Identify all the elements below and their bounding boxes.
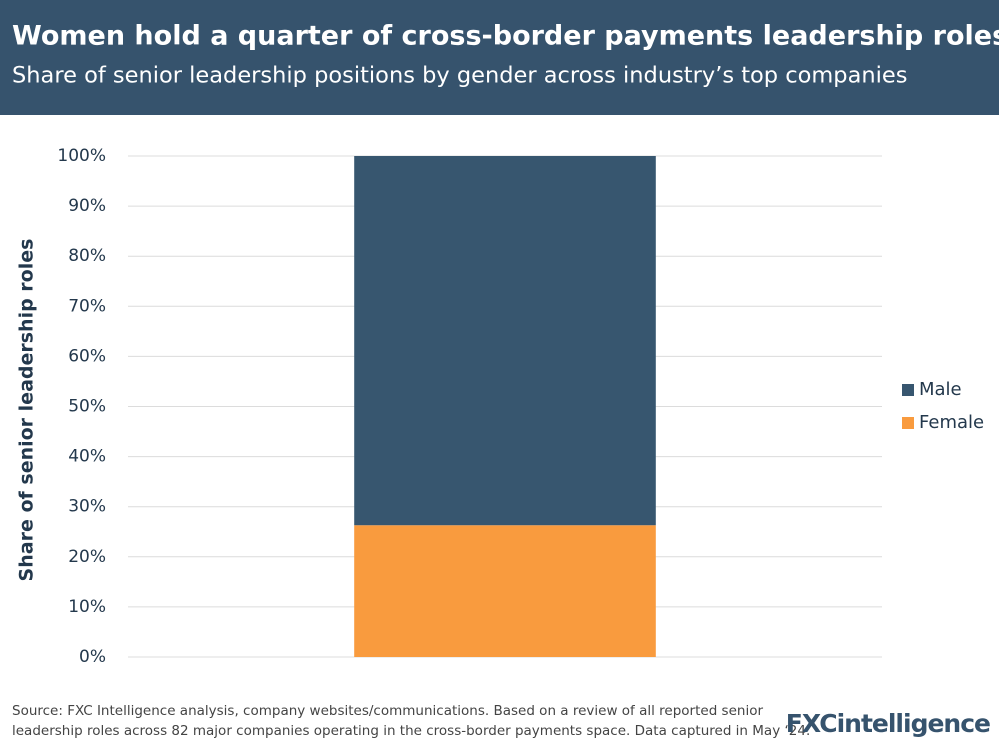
legend-label: Female — [919, 412, 984, 433]
logo: FXCintelligence — [786, 709, 990, 738]
y-tick-label: 0% — [79, 647, 106, 667]
y-axis-label: Share of senior leadership roles — [16, 239, 38, 582]
y-tick-label: 80% — [68, 246, 106, 266]
y-tick-label: 40% — [68, 447, 106, 467]
y-tick-label: 30% — [68, 497, 106, 517]
y-tick-label: 50% — [68, 397, 106, 417]
legend-swatch — [902, 384, 914, 396]
chart-subtitle: Share of senior leadership positions by … — [12, 63, 907, 89]
y-tick-label: 90% — [68, 196, 106, 216]
y-tick-label: 70% — [68, 296, 106, 316]
source-note: Source: FXC Intelligence analysis, compa… — [12, 703, 763, 719]
bar-segment — [354, 156, 656, 526]
y-tick-label: 10% — [68, 597, 106, 617]
y-tick-label: 100% — [57, 146, 106, 166]
y-tick-label: 20% — [68, 547, 106, 567]
legend-label: Male — [919, 379, 962, 400]
source-note: leadership roles across 82 major compani… — [12, 723, 810, 739]
y-tick-label: 60% — [68, 346, 106, 366]
header-band — [0, 0, 999, 115]
bar-segment — [354, 525, 656, 657]
chart-title: Women hold a quarter of cross-border pay… — [12, 21, 999, 52]
legend-swatch — [902, 417, 914, 429]
